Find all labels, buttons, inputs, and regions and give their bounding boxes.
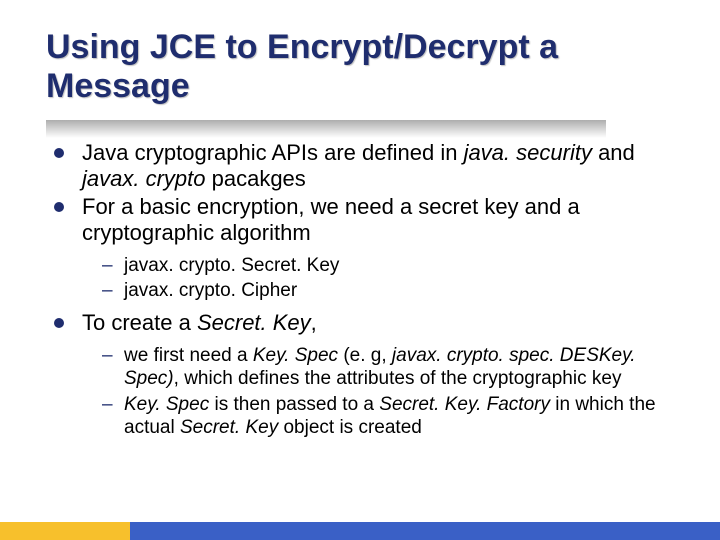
italic-run: java. security (464, 140, 592, 165)
slide-title: Using JCE to Encrypt/Decrypt a Message (46, 28, 674, 106)
sub-list-item: javax. crypto. Secret. Key (124, 254, 674, 277)
italic-run: Secret. Key (197, 310, 311, 335)
sub-list: we first need a Key. Spec (e. g, javax. … (82, 344, 674, 439)
text-run: javax. crypto. Cipher (124, 280, 297, 301)
title-block: Using JCE to Encrypt/Decrypt a Message (46, 28, 674, 106)
italic-run: Key. Spec (253, 345, 338, 366)
sub-list: javax. crypto. Secret. Key javax. crypto… (82, 254, 674, 302)
italic-run: javax. crypto (82, 166, 206, 191)
body-block: Java cryptographic APIs are defined in j… (46, 140, 674, 439)
slide: Using JCE to Encrypt/Decrypt a Message J… (0, 0, 720, 540)
text-run: Java cryptographic APIs are defined in (82, 140, 464, 165)
list-item: For a basic encryption, we need a secret… (82, 194, 674, 302)
sub-list-item: we first need a Key. Spec (e. g, javax. … (124, 344, 674, 390)
accent-bar (0, 522, 720, 540)
sub-list-item: Key. Spec is then passed to a Secret. Ke… (124, 393, 674, 439)
text-run: we first need a (124, 345, 253, 366)
text-run: To create a (82, 310, 197, 335)
text-run: and (592, 140, 635, 165)
text-run: , (311, 310, 317, 335)
accent-yellow (0, 522, 130, 540)
italic-run: Key. Spec (124, 394, 209, 415)
text-run: (e. g, (338, 345, 392, 366)
italic-run: Secret. Key. Factory (379, 394, 550, 415)
list-item: To create a Secret. Key, we first need a… (82, 310, 674, 439)
accent-blue (130, 522, 720, 540)
text-run: object is created (278, 417, 422, 438)
text-run: For a basic encryption, we need a secret… (82, 194, 580, 245)
text-run: is then passed to a (209, 394, 379, 415)
text-run: , which defines the attributes of the cr… (174, 368, 622, 389)
text-run: javax. crypto. Secret. Key (124, 255, 339, 276)
italic-run: Secret. Key (180, 417, 278, 438)
text-run: pacakges (206, 166, 306, 191)
list-item: Java cryptographic APIs are defined in j… (82, 140, 674, 192)
title-shadow (46, 120, 606, 138)
sub-list-item: javax. crypto. Cipher (124, 279, 674, 302)
bullet-list: Java cryptographic APIs are defined in j… (46, 140, 674, 439)
